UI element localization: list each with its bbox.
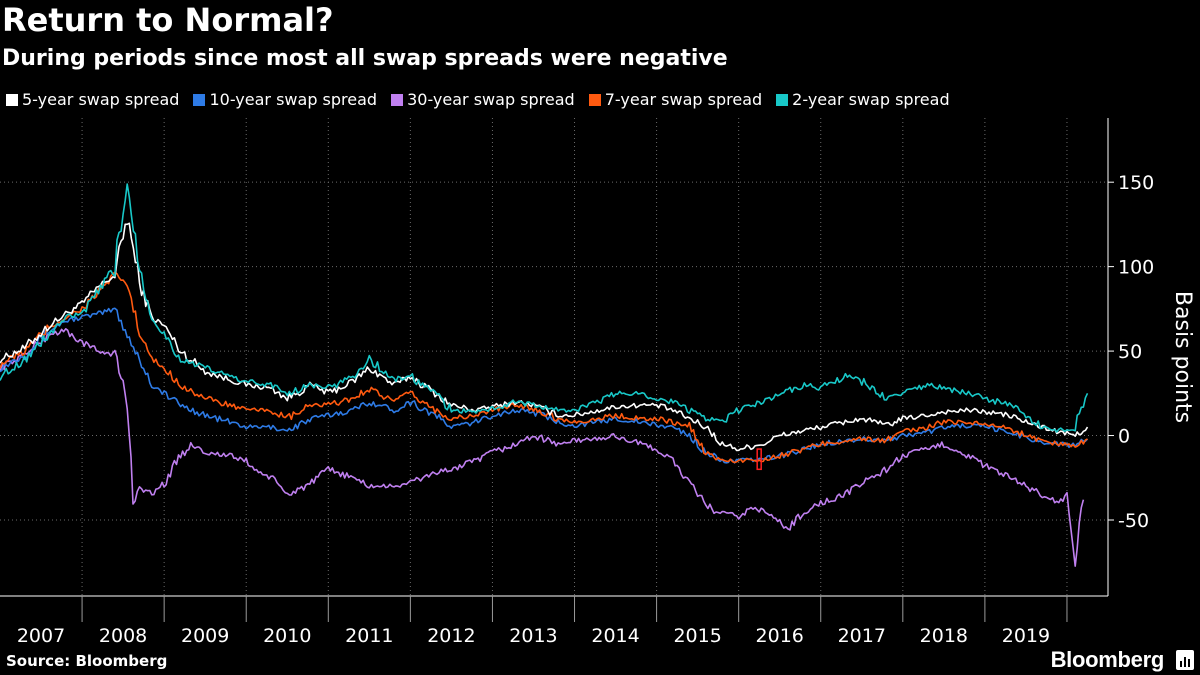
y-tick-label: 150 xyxy=(1118,172,1154,194)
legend-label: 30-year swap spread xyxy=(407,90,575,109)
x-tick-label: 2015 xyxy=(673,625,721,647)
x-tick-label: 2019 xyxy=(1002,625,1050,647)
y-tick-label: 0 xyxy=(1118,426,1130,448)
x-tick-label: 2012 xyxy=(427,625,475,647)
y-tick-label: 100 xyxy=(1118,257,1154,279)
y-tick-label: 50 xyxy=(1118,341,1142,363)
legend-item: 30-year swap spread xyxy=(391,89,575,111)
annotation-box xyxy=(756,448,762,471)
x-tick-label: 2014 xyxy=(591,625,639,647)
legend-item: 5-year swap spread xyxy=(6,89,179,111)
series-line xyxy=(0,271,1088,464)
legend-swatch xyxy=(193,94,206,106)
y-tick-label: -50 xyxy=(1118,510,1149,532)
bloomberg-logo: Bloomberg xyxy=(1050,647,1165,672)
legend-label: 7-year swap spread xyxy=(604,90,763,109)
x-tick-label: 2007 xyxy=(17,625,65,647)
legend-label: 2-year swap spread xyxy=(792,90,950,109)
legend-swatch xyxy=(6,94,18,106)
x-tick-label: 2008 xyxy=(99,625,147,647)
x-tick-label: 2009 xyxy=(181,625,229,647)
series-line xyxy=(0,183,1089,433)
legend-item: 2-year swap spread xyxy=(776,89,950,111)
bloomberg-logo-icon xyxy=(1176,650,1194,670)
chart-title: Return to Normal? xyxy=(2,1,334,39)
x-tick-label: 2018 xyxy=(920,625,968,647)
legend-swatch xyxy=(391,94,404,106)
legend-label: 10-year swap spread xyxy=(209,90,378,109)
source-note: Source: Bloomberg xyxy=(6,652,168,670)
legend-item: 7-year swap spread xyxy=(588,89,763,111)
x-tick-label: 2016 xyxy=(756,625,804,647)
legend-swatch xyxy=(588,94,601,106)
x-tick-label: 2010 xyxy=(263,625,311,647)
x-tick-label: 2011 xyxy=(345,625,393,647)
legend-swatch xyxy=(776,94,789,106)
legend-label: 5-year swap spread xyxy=(22,90,180,109)
x-tick-label: 2013 xyxy=(509,625,557,647)
series-line xyxy=(0,222,1089,452)
series-line xyxy=(0,307,1089,464)
chart-legend: 5-year swap spread 10-year swap spread 30-… xyxy=(6,89,950,111)
x-tick-label: 2017 xyxy=(838,625,886,647)
chart-subtitle: During periods since most all swap sprea… xyxy=(2,46,728,71)
legend-item: 10-year swap spread xyxy=(193,89,377,111)
y-axis-label: Basis points xyxy=(1170,291,1195,423)
series-line xyxy=(0,328,1085,567)
